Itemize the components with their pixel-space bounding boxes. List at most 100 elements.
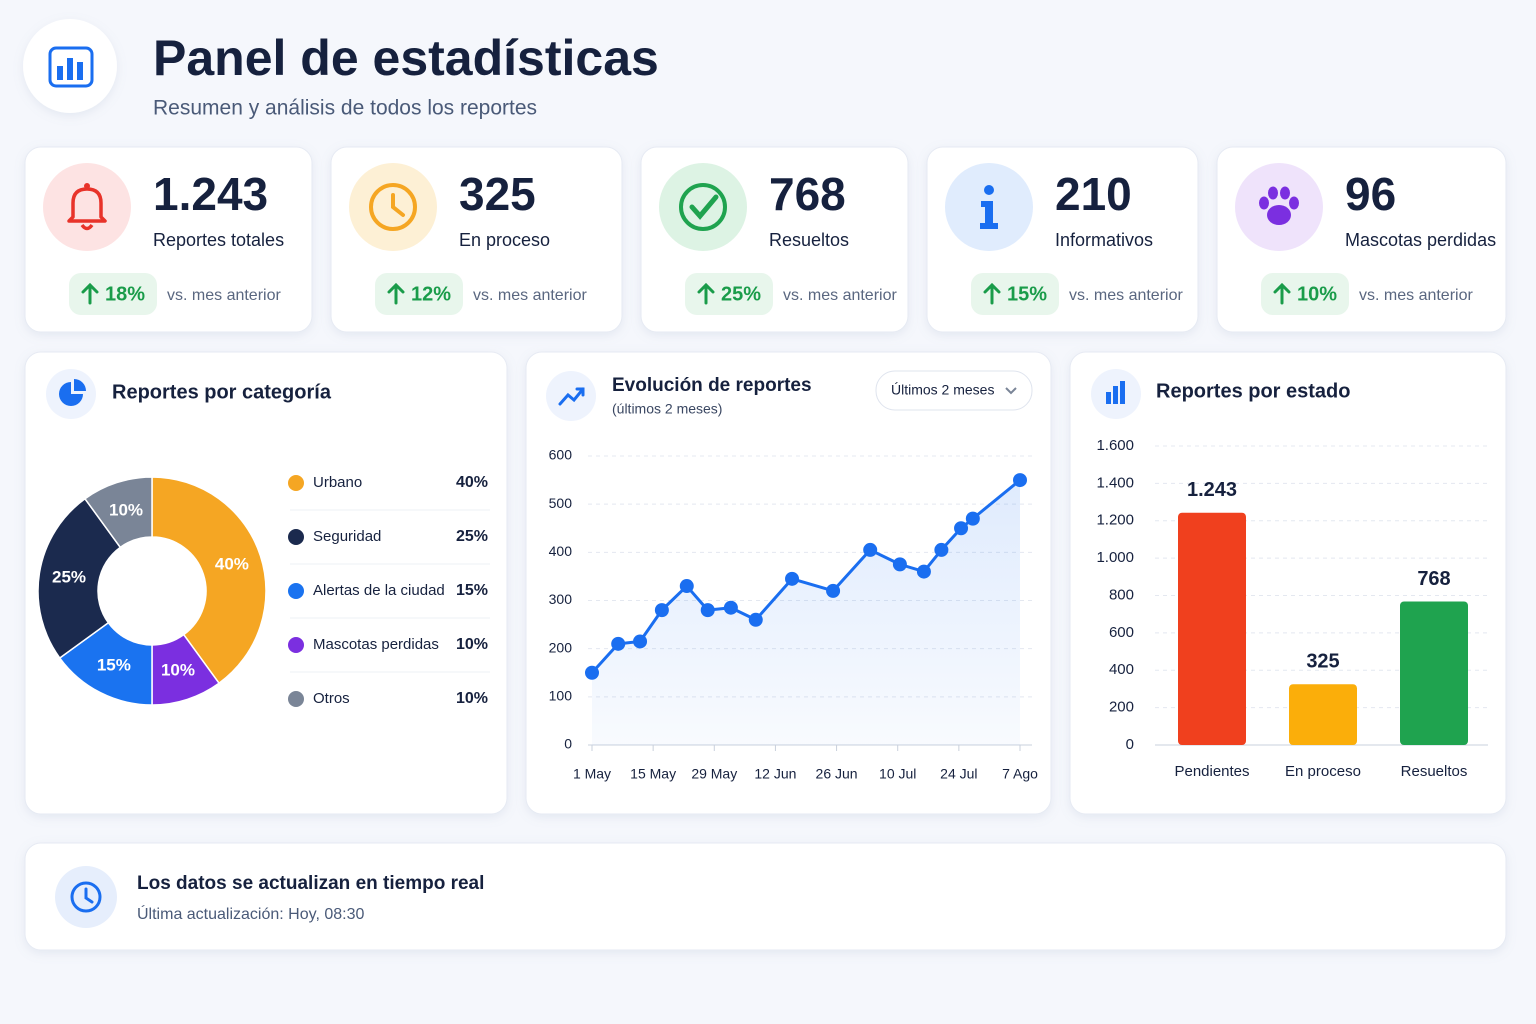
y-tick-label: 1.000 xyxy=(1096,549,1134,566)
legend-value: 15% xyxy=(456,582,488,599)
legend-dot xyxy=(288,529,304,545)
change-pill xyxy=(971,273,1059,315)
kpi-note: vs. mes anterior xyxy=(1069,287,1183,304)
y-tick-label: 800 xyxy=(1109,586,1134,603)
panel-icon xyxy=(1120,381,1125,404)
kpi-change: 12% xyxy=(411,283,451,305)
slice-label: 15% xyxy=(97,655,131,674)
y-tick-label: 400 xyxy=(1109,661,1134,678)
kpi-icon xyxy=(1280,186,1290,200)
y-tick-label: 1.600 xyxy=(1096,437,1134,454)
y-tick-label: 0 xyxy=(564,736,572,752)
legend-value: 40% xyxy=(456,474,488,491)
marker xyxy=(723,600,738,615)
x-tick-label: 10 Jul xyxy=(879,766,916,782)
panel-title: Reportes por categoría xyxy=(112,381,332,403)
panel-icon xyxy=(74,379,86,391)
logo-icon xyxy=(77,62,83,80)
x-tick-label: En proceso xyxy=(1285,763,1361,780)
panel-title: Reportes por estado xyxy=(1156,380,1350,402)
legend-label: Alertas de la ciudad xyxy=(313,582,445,599)
kpi-icon xyxy=(984,185,994,195)
slice-label: 25% xyxy=(52,567,86,586)
change-pill xyxy=(1261,273,1349,315)
marker xyxy=(611,636,626,651)
dropdown-chevron xyxy=(1005,387,1017,395)
kpi-value: 210 xyxy=(1055,168,1132,220)
kpi-change: 10% xyxy=(1297,283,1337,305)
kpi-icon xyxy=(43,163,131,251)
legend-label: Seguridad xyxy=(313,528,381,545)
bar-label: 768 xyxy=(1417,568,1450,590)
kpi-icon xyxy=(391,193,405,217)
pie-slice xyxy=(83,476,153,549)
kpi-label: Reportes totales xyxy=(153,230,284,250)
marker xyxy=(826,583,841,598)
kpi-icon xyxy=(679,183,727,231)
legend-dot xyxy=(288,583,304,599)
kpi-label: Mascotas perdidas xyxy=(1345,230,1496,250)
kpi-value: 325 xyxy=(459,168,536,220)
logo-icon xyxy=(67,58,73,80)
x-tick-label: 26 Jun xyxy=(816,766,858,782)
slice-label: 10% xyxy=(109,501,143,520)
panel-title: Evolución de reportes xyxy=(612,375,812,396)
panel-icon xyxy=(558,387,585,406)
footer-icon xyxy=(70,881,102,913)
x-tick-label: 15 May xyxy=(630,766,676,782)
card xyxy=(24,842,1507,951)
y-tick-label: 0 xyxy=(1126,736,1134,753)
legend-dot xyxy=(288,475,304,491)
legend-dot xyxy=(288,691,304,707)
change-arrow xyxy=(81,282,99,305)
kpi-note: vs. mes anterior xyxy=(783,287,897,304)
footer-subtitle: Última actualización: Hoy, 08:30 xyxy=(137,904,364,923)
marker xyxy=(633,634,648,649)
change-arrow xyxy=(387,282,405,305)
kpi-icon xyxy=(659,163,747,251)
kpi-label: Informativos xyxy=(1055,230,1153,250)
bar-label: 1.243 xyxy=(1187,479,1237,501)
legend-label: Mascotas perdidas xyxy=(313,636,439,653)
marker xyxy=(916,564,931,579)
footer-icon xyxy=(84,887,94,904)
x-tick-label: 29 May xyxy=(691,766,737,782)
marker xyxy=(954,521,969,536)
marker xyxy=(679,579,694,594)
kpi-icon xyxy=(689,194,719,220)
x-tick-label: Pendientes xyxy=(1174,763,1249,780)
kpi-icon xyxy=(67,187,107,231)
y-tick-label: 400 xyxy=(549,543,573,559)
bar xyxy=(1400,601,1468,745)
kpi-icon xyxy=(84,183,90,189)
change-pill xyxy=(69,273,157,315)
kpi-icon xyxy=(1268,186,1278,200)
panel-icon xyxy=(59,382,83,406)
marker xyxy=(585,665,599,680)
kpi-note: vs. mes anterior xyxy=(1359,287,1473,304)
y-tick-label: 100 xyxy=(549,688,573,704)
marker xyxy=(934,542,949,557)
x-tick-label: Resueltos xyxy=(1401,763,1468,780)
kpi-value: 1.243 xyxy=(153,168,268,220)
kpi-note: vs. mes anterior xyxy=(473,287,587,304)
dropdown[interactable] xyxy=(875,370,1033,411)
panel-icon xyxy=(1106,392,1111,404)
y-tick-label: 600 xyxy=(1109,624,1134,641)
legend-label: Otros xyxy=(313,690,350,707)
legend-value: 10% xyxy=(456,636,488,653)
pie-slice xyxy=(151,476,267,685)
kpi-change: 18% xyxy=(105,283,145,305)
change-arrow xyxy=(1273,282,1291,305)
title: Panel de estadísticas xyxy=(153,30,659,86)
kpi-icon xyxy=(980,201,998,229)
marker xyxy=(785,571,800,586)
slice-label: 10% xyxy=(161,660,195,679)
kpi-note: vs. mes anterior xyxy=(167,287,281,304)
y-tick-label: 200 xyxy=(1109,699,1134,716)
marker xyxy=(1013,473,1027,488)
marker xyxy=(863,542,878,557)
bar xyxy=(1289,684,1357,745)
logo-icon xyxy=(57,66,63,80)
